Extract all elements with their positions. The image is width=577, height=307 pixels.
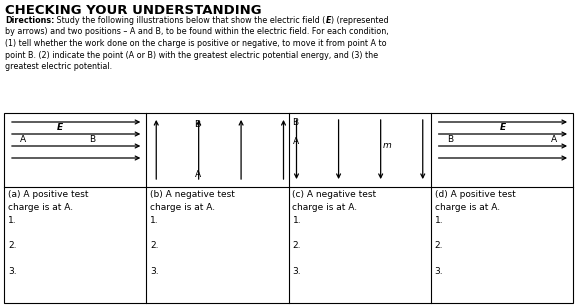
Text: E: E bbox=[57, 122, 63, 131]
Text: Study the following illustrations below that show the electric field (: Study the following illustrations below … bbox=[54, 16, 325, 25]
Text: E: E bbox=[325, 16, 331, 25]
Text: m: m bbox=[383, 141, 391, 150]
Bar bbox=[4, 113, 573, 303]
Text: (1) tell whether the work done on the charge is positive or negative, to move it: (1) tell whether the work done on the ch… bbox=[5, 39, 387, 48]
Text: Directions:: Directions: bbox=[5, 16, 54, 25]
Text: A: A bbox=[293, 137, 298, 146]
Text: (b) A negative test
charge is at A.
1.

2.

3.: (b) A negative test charge is at A. 1. 2… bbox=[150, 190, 235, 276]
Text: B: B bbox=[293, 118, 298, 127]
Text: ) (represented: ) (represented bbox=[331, 16, 389, 25]
Text: (a) A positive test
charge is at A.
1.

2.

3.: (a) A positive test charge is at A. 1. 2… bbox=[8, 190, 88, 276]
Text: B: B bbox=[447, 134, 453, 143]
Text: A: A bbox=[551, 134, 557, 143]
Text: B: B bbox=[89, 134, 95, 143]
Text: point B. (2) indicate the point (A or B) with the greatest electric potential en: point B. (2) indicate the point (A or B)… bbox=[5, 50, 378, 60]
Text: (d) A positive test
charge is at A.
1.

2.

3.: (d) A positive test charge is at A. 1. 2… bbox=[434, 190, 515, 276]
Text: E: E bbox=[500, 122, 506, 131]
Text: greatest electric potential.: greatest electric potential. bbox=[5, 62, 112, 71]
Text: B: B bbox=[194, 120, 201, 129]
Text: CHECKING YOUR UNDERSTANDING: CHECKING YOUR UNDERSTANDING bbox=[5, 4, 261, 17]
Text: A: A bbox=[194, 170, 201, 179]
Text: A: A bbox=[20, 134, 26, 143]
Text: by arrows) and two positions – A and B, to be found within the electric field. F: by arrows) and two positions – A and B, … bbox=[5, 28, 389, 37]
Text: (c) A negative test
charge is at A.
1.

2.

3.: (c) A negative test charge is at A. 1. 2… bbox=[293, 190, 377, 276]
